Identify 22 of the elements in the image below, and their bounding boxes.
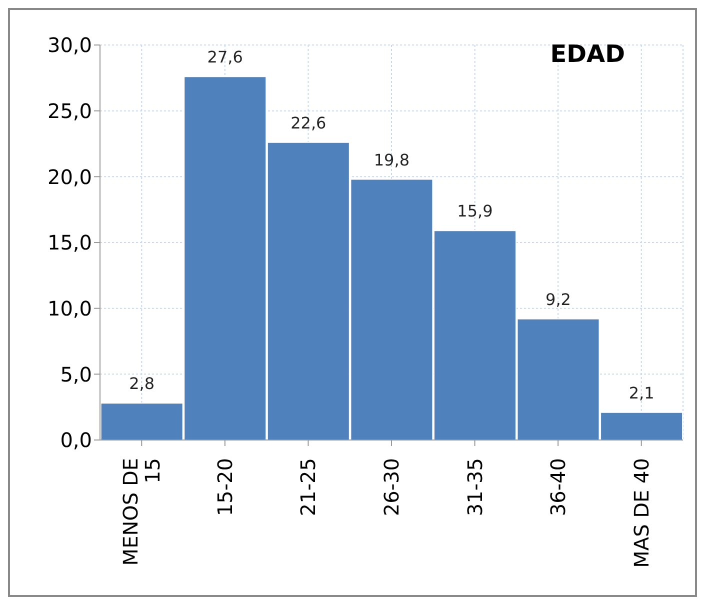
y-tick-label: 15,0 — [47, 230, 92, 255]
y-tick-label: 10,0 — [47, 296, 92, 320]
data-label: 19,8 — [374, 150, 410, 170]
data-label: 27,6 — [207, 48, 243, 67]
y-tick-label: 0,0 — [60, 428, 92, 452]
x-tick-label: MAS DE 40 — [629, 458, 654, 568]
y-tick-label: 20,0 — [47, 164, 92, 189]
data-label: 9,2 — [546, 290, 571, 309]
data-label: 15,9 — [457, 202, 493, 221]
y-tick-label: 25,0 — [47, 98, 92, 123]
x-tick-label: 15-20 — [212, 458, 237, 516]
data-label: 2,8 — [129, 374, 155, 394]
y-tick-label: 30,0 — [47, 33, 92, 58]
x-tick-label: 26-30 — [380, 458, 404, 516]
data-label: 2,1 — [628, 383, 654, 402]
x-tick-label: 31-35 — [462, 458, 487, 516]
x-tick-label: 21-25 — [296, 458, 320, 516]
x-tick-label: 36-40 — [546, 458, 570, 516]
y-tick-label: 5,0 — [60, 362, 92, 386]
x-tick-label: MENOS DE 15 — [118, 458, 165, 566]
chart-title: EDAD — [550, 40, 625, 68]
data-label: 22,6 — [290, 113, 326, 132]
